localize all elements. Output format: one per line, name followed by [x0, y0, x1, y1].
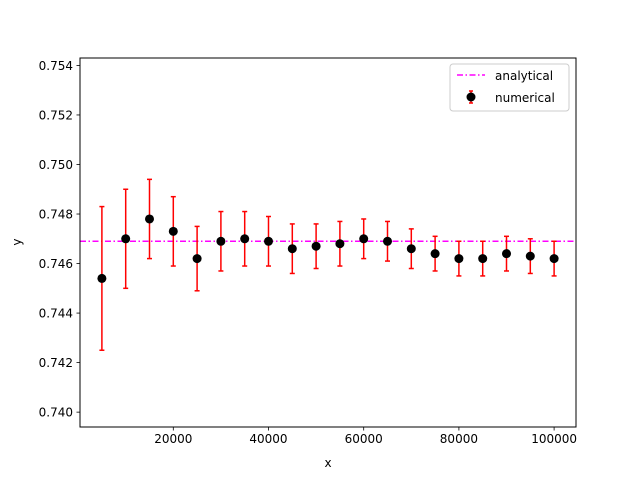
data-point	[549, 254, 559, 264]
data-point	[359, 234, 369, 244]
data-point	[168, 226, 178, 236]
x-tick-label: 40000	[249, 432, 287, 446]
y-tick-label: 0.740	[39, 406, 73, 420]
y-ticks: 0.740 0.742 0.744 0.746 0.748 0.750 0.752 0.754	[39, 59, 80, 420]
data-point	[144, 214, 154, 224]
data-point	[430, 249, 440, 259]
x-ticks: 20000 40000 60000 80000 100000	[154, 427, 577, 446]
x-tick-label: 20000	[154, 432, 192, 446]
data-point	[240, 234, 250, 244]
data-point	[383, 236, 393, 246]
data-point	[454, 254, 464, 264]
data-point	[525, 251, 535, 261]
y-tick-label: 0.752	[39, 108, 73, 122]
x-tick-label: 100000	[531, 432, 577, 446]
legend-numerical-marker	[466, 92, 476, 102]
data-point	[502, 249, 512, 259]
y-tick-label: 0.744	[39, 307, 73, 321]
legend-numerical-label: numerical	[495, 91, 555, 105]
plot-content	[80, 178, 576, 351]
legend-analytical-label: analytical	[495, 69, 553, 83]
data-point	[287, 244, 297, 254]
data-point	[406, 244, 416, 254]
x-tick-label: 60000	[345, 432, 383, 446]
data-point	[192, 254, 202, 264]
data-point	[335, 239, 345, 249]
data-point	[311, 241, 321, 251]
legend: analytical numerical	[449, 63, 570, 112]
y-tick-label: 0.746	[39, 257, 73, 271]
data-point	[121, 234, 131, 244]
x-tick-label: 80000	[440, 432, 478, 446]
data-point	[478, 254, 488, 264]
y-tick-label: 0.748	[39, 208, 73, 222]
legend-box	[449, 63, 570, 112]
y-tick-label: 0.750	[39, 158, 73, 172]
x-axis-label: x	[324, 456, 331, 470]
data-point	[263, 236, 273, 246]
axes-frame	[79, 57, 577, 428]
y-tick-label: 0.754	[39, 59, 73, 73]
y-axis-label: y	[10, 238, 24, 245]
data-point	[97, 273, 107, 283]
y-tick-label: 0.742	[39, 356, 73, 370]
data-point	[216, 236, 226, 246]
